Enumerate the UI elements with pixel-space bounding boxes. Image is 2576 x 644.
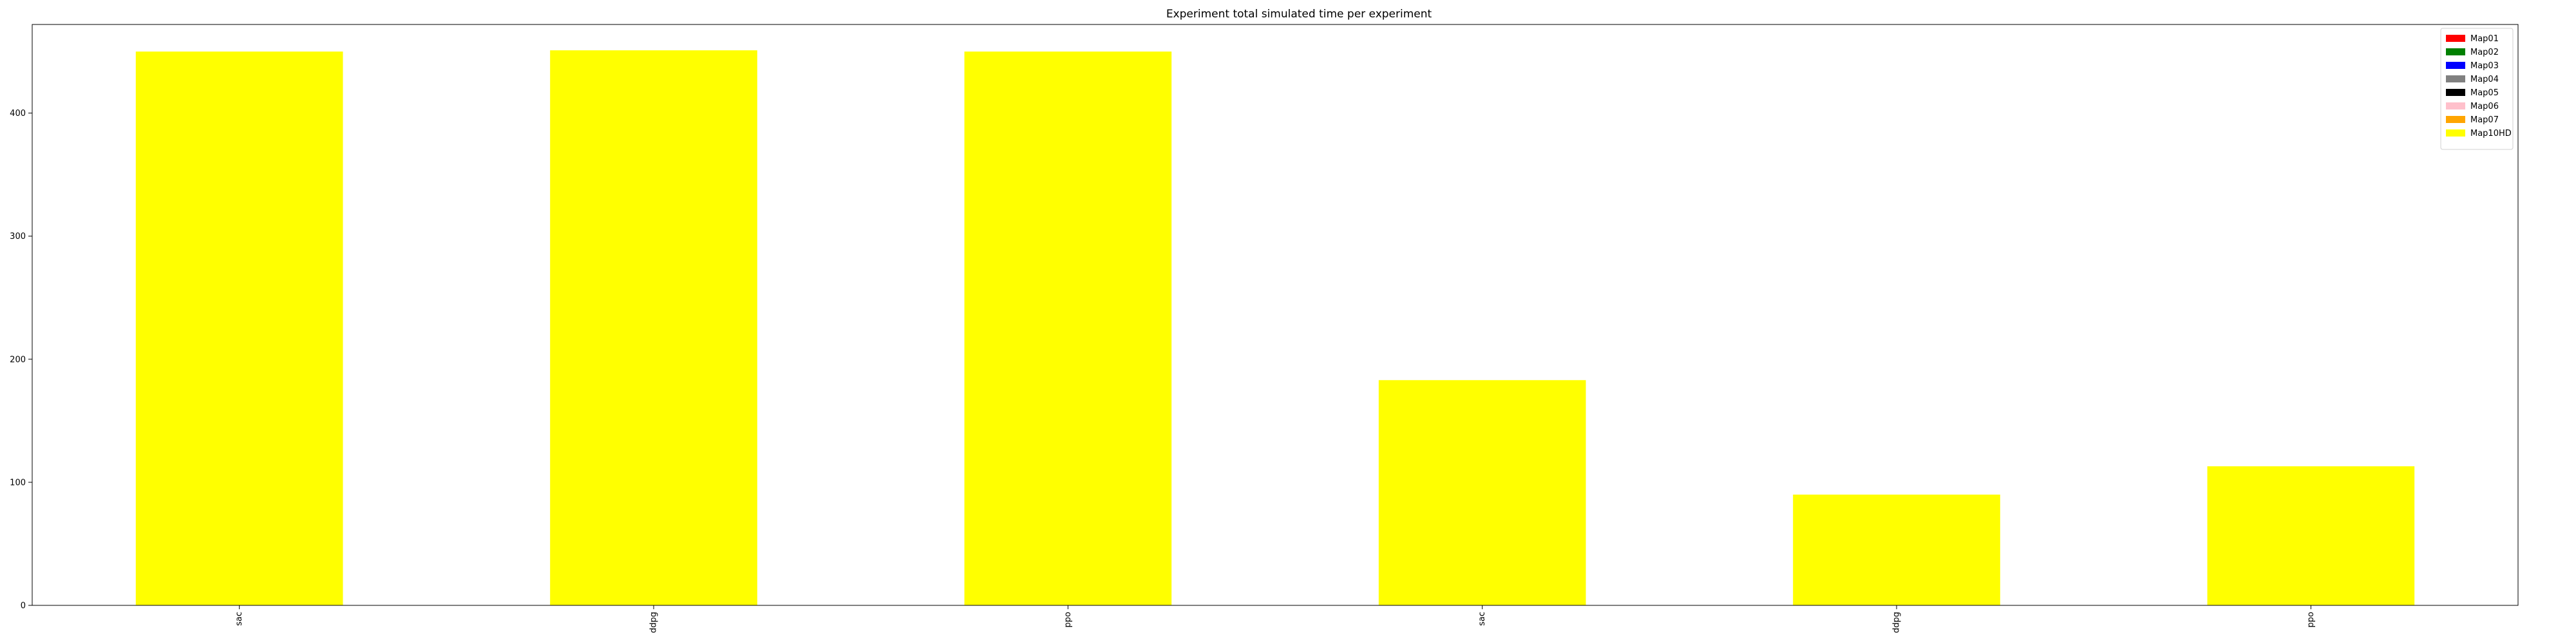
chart-title: Experiment total simulated time per expe… [1166, 8, 1432, 21]
legend-label-map03: Map03 [2470, 61, 2499, 71]
y-axis: 0 100 200 300 400 [10, 109, 32, 611]
legend-label-map07: Map07 [2470, 115, 2499, 125]
bar-map10hd-1 [550, 50, 757, 605]
legend: Map01 Map02 Map03 Map04 Map05 Map06 Map07 Map10… [2440, 28, 2514, 150]
y-tick-label: 100 [10, 478, 26, 488]
bar-map10hd-2 [964, 52, 1172, 606]
legend-label-map04: Map04 [2470, 75, 2499, 84]
bar-map10hd-5 [2207, 466, 2415, 605]
bar-map10hd-0 [135, 52, 343, 606]
legend-label-map02: Map02 [2470, 48, 2499, 57]
legend-swatch-map10hd [2446, 129, 2465, 137]
legend-swatch-map06 [2446, 102, 2465, 109]
legend-swatch-map03 [2446, 62, 2465, 69]
x-tick-label-1: ddpg [649, 612, 659, 633]
x-tick-label-0: sac [234, 612, 244, 626]
legend-label-map01: Map01 [2470, 34, 2499, 44]
x-axis: sac ddpg ppo sac ddpg ppo [234, 605, 2316, 633]
y-tick-label: 300 [10, 232, 26, 242]
y-tick-label: 0 [21, 601, 26, 611]
x-tick-label-4: ddpg [1892, 612, 1902, 633]
bar-map10hd-4 [1793, 495, 2000, 605]
y-tick-label: 200 [10, 355, 26, 365]
legend-label-map10hd: Map10HD [2470, 129, 2512, 138]
legend-label-map05: Map05 [2470, 88, 2499, 98]
legend-swatch-map02 [2446, 48, 2465, 55]
legend-swatch-map04 [2446, 75, 2465, 82]
bars [135, 50, 2415, 606]
x-tick-label-3: sac [1477, 612, 1487, 626]
legend-label-map06: Map06 [2470, 102, 2499, 111]
legend-swatch-map01 [2446, 35, 2465, 42]
y-tick-label: 400 [10, 109, 26, 118]
legend-swatch-map05 [2446, 89, 2465, 96]
legend-swatch-map07 [2446, 116, 2465, 123]
bar-map10hd-3 [1378, 380, 1586, 605]
plot-frame [32, 24, 2519, 606]
x-tick-label-2: ppo [1063, 612, 1073, 628]
x-tick-label-5: ppo [2306, 612, 2316, 628]
